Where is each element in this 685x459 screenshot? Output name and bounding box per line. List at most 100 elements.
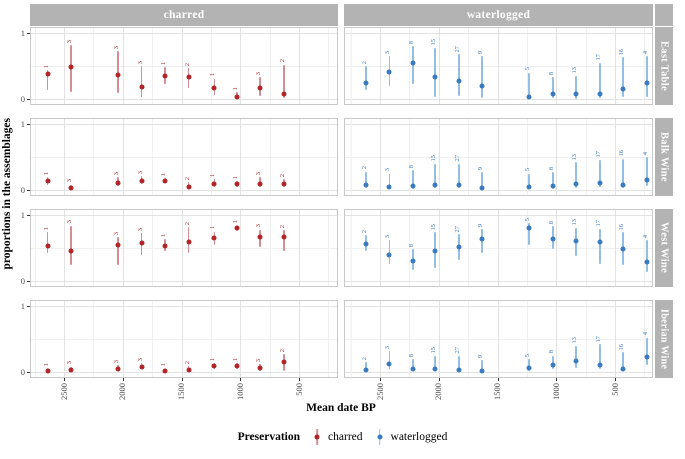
- data-point: [281, 359, 287, 365]
- data-point: [432, 248, 438, 254]
- gridline-major: [345, 33, 652, 34]
- count-label: 9: [477, 354, 485, 359]
- gridline-major: [122, 301, 124, 377]
- y-axis-tick: [27, 215, 30, 216]
- error-bar: [622, 158, 625, 188]
- count-label: 27: [453, 155, 461, 162]
- count-label: 1: [231, 220, 239, 224]
- y-axis-tick-label: 0: [20, 276, 25, 286]
- legend-title: Preservation: [237, 431, 301, 443]
- gridline-major: [122, 210, 124, 286]
- gridline-major: [299, 28, 300, 104]
- gridline-major: [556, 28, 558, 104]
- data-point: [479, 236, 485, 242]
- gridline-major: [64, 301, 65, 377]
- count-label: 1: [160, 234, 168, 238]
- error-bar: [598, 228, 601, 264]
- gridline-major: [438, 210, 440, 286]
- count-label: 17: [594, 220, 602, 227]
- count-label: 17: [594, 151, 602, 158]
- count-label: 15: [430, 39, 438, 46]
- facet-strip-east-table: East Table: [655, 27, 673, 105]
- count-label: 16: [618, 150, 626, 157]
- data-point: [139, 364, 145, 370]
- error-bar: [645, 56, 648, 97]
- data-point: [597, 362, 603, 368]
- gridline-major: [345, 99, 652, 100]
- gridline-minor: [31, 248, 337, 249]
- data-point: [257, 234, 263, 240]
- gridline-major: [31, 190, 337, 191]
- data-point: [432, 74, 438, 80]
- error-bar: [117, 50, 119, 94]
- data-point: [115, 72, 121, 78]
- count-label: 2: [278, 174, 286, 178]
- data-point: [526, 365, 532, 371]
- count-label: 3: [384, 50, 392, 55]
- count-label: 17: [594, 54, 602, 61]
- x-axis-tick: [615, 378, 616, 381]
- gridline-major: [181, 301, 183, 377]
- gridline-major: [380, 28, 381, 104]
- facet-strip-label: East Table: [658, 41, 670, 91]
- gridline-major: [64, 119, 65, 195]
- gridline-major: [497, 28, 499, 104]
- data-point: [573, 91, 579, 97]
- data-point: [644, 259, 650, 265]
- data-point: [456, 244, 462, 250]
- legend-item-label: waterlogged: [390, 431, 448, 443]
- count-label: 3: [113, 231, 121, 235]
- count-label: 2: [360, 356, 368, 361]
- facet-panel: 1 3 3 3 1 2 1 1 3 2: [30, 27, 338, 105]
- x-axis-tick-label: 1000: [550, 383, 561, 400]
- count-label: 3: [66, 179, 74, 183]
- y-axis-tick-label: 1: [20, 119, 25, 129]
- count-label: 3: [66, 220, 74, 224]
- data-point: [363, 80, 369, 86]
- facet-strip-label: Balk Wine: [658, 132, 670, 182]
- y-axis-tick: [27, 372, 30, 373]
- y-axis-tick: [27, 281, 30, 282]
- y-axis-tick: [27, 306, 30, 307]
- gridline-major: [299, 301, 300, 377]
- gridline-major: [497, 301, 499, 377]
- data-point: [186, 184, 192, 190]
- waterlogged-pointrange-icon: [377, 429, 383, 445]
- count-label: 2: [360, 166, 368, 170]
- data-point: [363, 367, 369, 373]
- data-point: [597, 239, 603, 245]
- y-axis-tick: [27, 33, 30, 34]
- data-point: [115, 180, 121, 186]
- y-axis-tick-label: 1: [20, 301, 25, 311]
- data-point: [386, 252, 392, 258]
- error-bar: [434, 47, 437, 98]
- data-point: [386, 361, 392, 367]
- data-point: [234, 181, 240, 187]
- error-bar: [575, 345, 578, 369]
- count-label: 16: [618, 223, 626, 231]
- gridline-minor: [345, 248, 652, 249]
- gridline-major: [31, 215, 337, 216]
- error-bar: [598, 62, 601, 99]
- x-axis-tick: [299, 378, 300, 381]
- data-point: [186, 239, 192, 245]
- legend-item-label: charred: [328, 431, 363, 443]
- data-point: [281, 234, 287, 240]
- count-label: 2: [183, 360, 191, 365]
- data-point: [68, 185, 74, 191]
- error-bar: [598, 344, 601, 370]
- count-label: 15: [430, 347, 438, 354]
- data-point: [162, 368, 168, 374]
- gridline-major: [31, 33, 337, 34]
- count-label: 4: [641, 50, 649, 55]
- facet-strip-waterlogged: waterlogged: [344, 4, 653, 26]
- data-point: [597, 91, 603, 97]
- x-axis-tick-label: 2500: [58, 383, 69, 400]
- gridline-major: [380, 119, 381, 195]
- data-point: [410, 60, 416, 66]
- error-bar: [388, 240, 391, 264]
- count-label: 1: [42, 64, 50, 68]
- data-point: [644, 80, 650, 85]
- count-label: 1: [160, 363, 168, 367]
- data-point: [479, 83, 485, 89]
